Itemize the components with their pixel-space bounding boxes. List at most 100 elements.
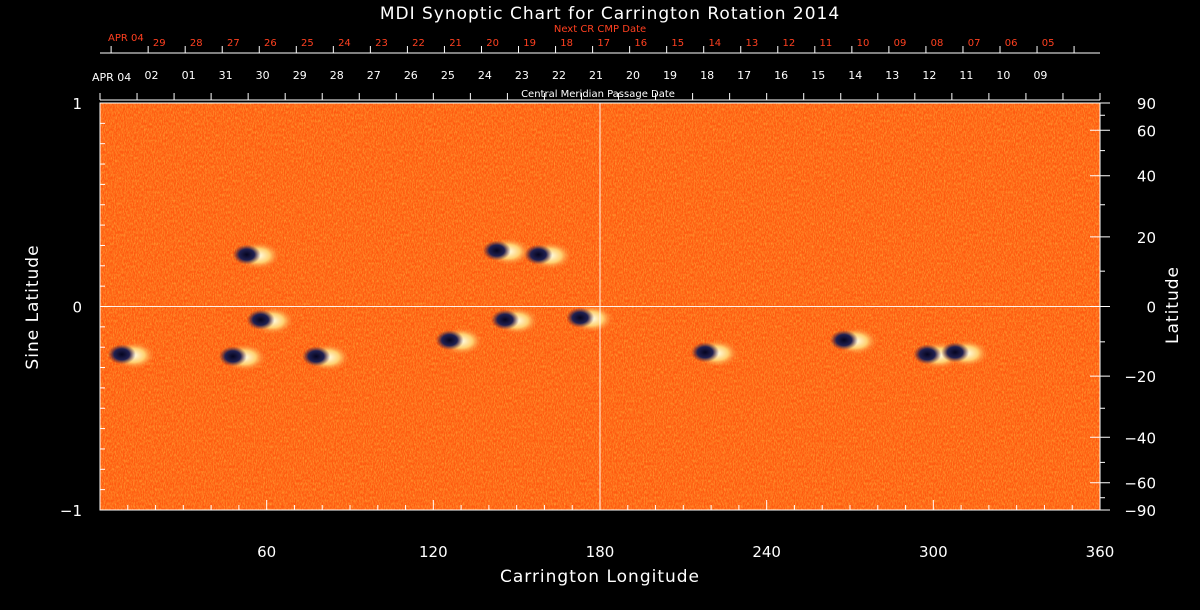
next-cr-date-label: 16: [634, 38, 647, 49]
active-regions: [107, 237, 990, 372]
cmp-date-label: 13: [885, 69, 899, 82]
left-axis: 1 0 −1: [60, 95, 110, 520]
region-negative: [830, 330, 858, 351]
cmp-date-label: 01: [182, 69, 196, 82]
next-cr-date-label: 27: [227, 38, 240, 49]
cmp-date-label: 18: [700, 69, 714, 82]
cmp-start-label: APR 04: [92, 71, 131, 84]
cmp-date-label: 25: [441, 69, 455, 82]
cmp-date-label: 30: [256, 69, 270, 82]
cmp-date-label: 31: [219, 69, 233, 82]
region-negative: [524, 244, 553, 265]
y-axis-label-left: Sine Latitude: [23, 244, 43, 369]
next-cr-date-label: 20: [486, 38, 499, 49]
chart-title: MDI Synoptic Chart for Carrington Rotati…: [380, 4, 840, 24]
x-tick-label: 60: [257, 543, 276, 561]
cmp-ticks: 02 01 31 30 29 28 27 26 25 24 23 22 21 20 19 18 17 16 15 14…: [99, 69, 1101, 101]
region-negative: [302, 346, 331, 367]
next-cr-date-label: 29: [153, 38, 166, 49]
cmp-date-label: 10: [996, 69, 1010, 82]
cmp-date-axis: APR 04 Central Meridian Passage Date 02 0…: [92, 69, 1101, 101]
magnetogram: [99, 102, 1101, 511]
next-cr-ticks: 29 28 27 26 25 24 23 22 21 20 19 18 17 16 15 14 13 12 11 10…: [110, 38, 1075, 53]
cmp-date-label: 17: [737, 69, 751, 82]
next-cr-date-label: 14: [708, 38, 721, 49]
next-cr-date-label: 05: [1042, 38, 1055, 49]
right-tick-label: 60: [1137, 122, 1156, 140]
next-cr-date-label: 24: [338, 38, 351, 49]
next-cr-date-label: 26: [264, 38, 277, 49]
cmp-axis-label: Central Meridian Passage Date: [521, 89, 675, 100]
x-axis: 60 120 180 240 300 360: [127, 500, 1115, 561]
region-negative: [107, 344, 136, 365]
next-cr-date-label: 15: [671, 38, 684, 49]
cmp-date-label: 19: [663, 69, 677, 82]
right-tick-label: −90: [1124, 502, 1156, 520]
right-tick-label: −40: [1124, 429, 1156, 447]
next-cr-date-label: 25: [301, 38, 314, 49]
cmp-date-label: 15: [811, 69, 825, 82]
cmp-date-label: 23: [515, 69, 529, 82]
right-tick-label: 40: [1137, 168, 1156, 186]
left-tick-label: −1: [60, 502, 82, 520]
next-cr-date-label: 17: [597, 38, 610, 49]
x-tick-label: 180: [586, 543, 615, 561]
region-negative: [491, 309, 520, 330]
cmp-date-label: 21: [589, 69, 603, 82]
right-tick-label: 20: [1137, 229, 1156, 247]
right-axis: 90 60 40 20 0 −20 −40 −60 −90: [1090, 95, 1156, 520]
next-cr-date-label: 18: [560, 38, 573, 49]
next-cr-date-label: 06: [1005, 38, 1018, 49]
cmp-date-label: 24: [478, 69, 492, 82]
region-negative: [941, 342, 970, 363]
cmp-date-label: 22: [552, 69, 566, 82]
next-cr-axis-label: Next CR CMP Date: [554, 24, 646, 35]
region-negative: [246, 309, 275, 330]
x-tick-label: 120: [419, 543, 448, 561]
next-cr-axis: Next CR CMP Date APR 04 29 28 27 26 25 24 23 22…: [100, 24, 1100, 54]
cmp-date-label: 02: [145, 69, 159, 82]
cmp-date-label: 27: [367, 69, 381, 82]
next-cr-start-label: APR 04: [108, 33, 144, 44]
next-cr-date-label: 10: [857, 38, 870, 49]
region-negative: [566, 307, 595, 328]
next-cr-date-label: 23: [375, 38, 388, 49]
right-tick-label: 90: [1137, 95, 1156, 113]
next-cr-date-label: 21: [449, 38, 462, 49]
right-tick-label: 0: [1146, 299, 1156, 317]
region-negative: [232, 244, 261, 265]
right-tick-label: −60: [1124, 475, 1156, 493]
next-cr-date-label: 08: [931, 38, 944, 49]
cmp-date-label: 26: [404, 69, 418, 82]
next-cr-date-label: 09: [894, 38, 907, 49]
next-cr-date-label: 11: [820, 38, 833, 49]
next-cr-date-label: 12: [783, 38, 796, 49]
x-tick-label: 360: [1086, 543, 1115, 561]
left-tick-label: 0: [72, 299, 82, 317]
region-negative: [218, 346, 247, 367]
cmp-date-label: 28: [330, 69, 344, 82]
next-cr-date-label: 28: [190, 38, 203, 49]
region-negative: [913, 344, 942, 365]
left-tick-label: 1: [72, 95, 82, 113]
region-negative: [435, 330, 464, 351]
cmp-date-label: 29: [293, 69, 307, 82]
cmp-date-label: 14: [848, 69, 862, 82]
next-cr-date-label: 13: [745, 38, 758, 49]
next-cr-date-label: 07: [968, 38, 981, 49]
x-axis-label: Carrington Longitude: [500, 567, 700, 587]
region-negative: [691, 342, 720, 363]
x-tick-label: 240: [752, 543, 781, 561]
next-cr-date-label: 19: [523, 38, 536, 49]
cmp-date-label: 11: [959, 69, 973, 82]
region-negative: [482, 240, 511, 261]
cmp-date-label: 16: [774, 69, 788, 82]
right-tick-label: −20: [1124, 368, 1156, 386]
y-axis-label-right: Latitude: [1163, 266, 1183, 344]
cmp-date-label: 09: [1033, 69, 1047, 82]
cmp-date-label: 12: [922, 69, 936, 82]
next-cr-date-label: 22: [412, 38, 425, 49]
cmp-date-label: 20: [626, 69, 640, 82]
x-tick-label: 300: [919, 543, 948, 561]
